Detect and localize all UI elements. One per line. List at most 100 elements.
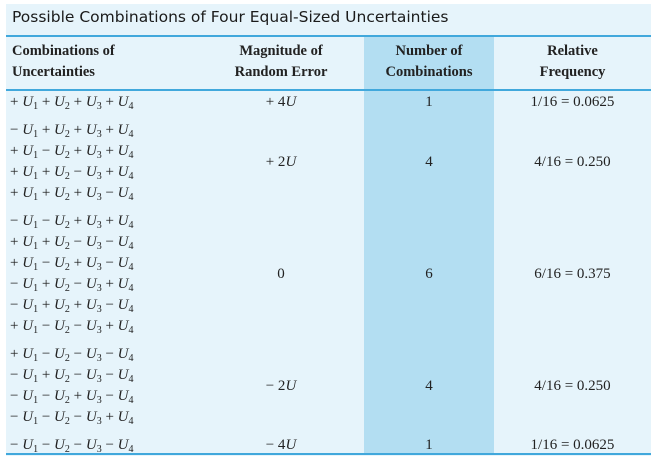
subscript: 3 <box>96 416 102 427</box>
subscript: 4 <box>128 444 134 455</box>
header-magnitude-line1: Magnitude of <box>239 43 323 59</box>
symbol-u: U <box>85 164 97 180</box>
subscript: 1 <box>33 444 39 455</box>
sign: + <box>105 143 118 159</box>
sign: + <box>73 185 86 201</box>
sign: + <box>105 409 118 425</box>
symbol-u: U <box>85 437 97 453</box>
symbol-u: U <box>54 234 65 250</box>
subscript: 1 <box>33 101 39 112</box>
symbol-u: U <box>54 213 65 229</box>
frequency-cell: 1/16 = 0.0625 <box>530 94 615 110</box>
combination-row: − U1 + U2 + U3 − U4 <box>10 295 134 316</box>
symbol-u: U <box>85 346 97 362</box>
subscript: 1 <box>33 192 39 203</box>
subscript: 3 <box>96 304 102 315</box>
sign: + <box>41 276 55 292</box>
magnitude-cell: + 2U <box>224 152 338 173</box>
sign: − <box>73 367 86 383</box>
symbol-u: U <box>54 409 65 425</box>
combination-row: + U1 + U2 + U3 + U4 <box>10 92 134 113</box>
symbol-u: U <box>85 318 97 334</box>
symbol-u: U <box>22 388 34 404</box>
sign: − <box>10 437 23 453</box>
symbol-u: U <box>22 346 34 362</box>
header-frequency-line1: Relative <box>547 43 598 59</box>
sign: − <box>105 255 118 271</box>
symbol-u: U <box>117 437 129 453</box>
subscript: 3 <box>96 101 102 112</box>
subscript: 3 <box>96 192 102 203</box>
symbol-u: U <box>85 388 97 404</box>
symbol-u: U <box>117 185 129 201</box>
sign: + <box>105 122 118 138</box>
symbol-u: U <box>22 318 34 334</box>
sign: + <box>105 276 118 292</box>
sign: − <box>41 437 55 453</box>
subscript: 2 <box>64 444 70 455</box>
subscript: 2 <box>64 283 70 294</box>
magnitude-cell: + 4U <box>224 92 338 113</box>
sign: − <box>73 164 86 180</box>
subscript: 3 <box>96 395 102 406</box>
combination-row: − U1 + U2 + U3 + U4 <box>10 120 134 141</box>
sign: − <box>73 234 86 250</box>
sign: + <box>105 318 118 334</box>
subscript: 4 <box>128 304 134 315</box>
combination-row: + U1 − U2 + U3 − U4 <box>10 253 134 274</box>
subscript: 1 <box>33 325 39 336</box>
subscript: 1 <box>33 171 39 182</box>
sign: − <box>105 234 118 250</box>
frequency-cell: 6/16 = 0.375 <box>534 265 611 282</box>
sign: − <box>41 143 55 159</box>
subscript: 1 <box>33 129 39 140</box>
magnitude-unit: U <box>285 94 297 110</box>
sign: + <box>10 164 23 180</box>
header-magnitude-line2: Random Error <box>234 64 328 80</box>
subscript: 3 <box>96 220 102 231</box>
symbol-u: U <box>85 185 97 201</box>
subscript: 1 <box>33 220 39 231</box>
symbol-u: U <box>22 437 34 453</box>
magnitude-unit: U <box>285 153 297 170</box>
combination-row: + U1 − U2 + U3 + U4 <box>10 141 134 162</box>
symbol-u: U <box>117 164 129 180</box>
header-combinations-line1: Combinations of <box>12 43 115 59</box>
magnitude-cell: − 2U <box>224 376 338 397</box>
sign: − <box>105 185 118 201</box>
symbol-u: U <box>117 255 129 271</box>
sign: + <box>73 94 86 110</box>
subscript: 4 <box>128 220 134 231</box>
magnitude-value: 0 <box>277 265 285 282</box>
symbol-u: U <box>85 255 97 271</box>
sign: + <box>10 94 23 110</box>
magnitude-cell: 0 <box>224 264 338 285</box>
symbol-u: U <box>117 297 129 313</box>
sign: − <box>10 276 23 292</box>
sign: − <box>10 367 23 383</box>
symbol-u: U <box>117 122 129 138</box>
header-combinations: Combinations of Uncertainties <box>12 41 222 83</box>
symbol-u: U <box>54 276 65 292</box>
sign: + <box>41 122 55 138</box>
symbol-u: U <box>22 234 34 250</box>
symbol-u: U <box>22 94 34 110</box>
symbol-u: U <box>22 255 34 271</box>
subscript: 2 <box>64 395 70 406</box>
combination-row: − U1 + U2 − U3 − U4 <box>10 365 134 386</box>
symbol-u: U <box>54 346 65 362</box>
subscript: 4 <box>128 283 134 294</box>
subscript: 2 <box>64 150 70 161</box>
subscript: 2 <box>64 241 70 252</box>
symbol-u: U <box>22 213 34 229</box>
symbol-u: U <box>22 143 34 159</box>
table-frame: Possible Combinations of Four Equal-Size… <box>6 4 651 456</box>
subscript: 4 <box>128 325 134 336</box>
symbol-u: U <box>54 122 65 138</box>
sign: − <box>41 255 55 271</box>
sign: − <box>41 213 55 229</box>
sign: + <box>41 297 55 313</box>
combination-row: − U1 + U2 − U3 + U4 <box>10 274 134 295</box>
symbol-u: U <box>22 185 34 201</box>
symbol-u: U <box>117 346 129 362</box>
